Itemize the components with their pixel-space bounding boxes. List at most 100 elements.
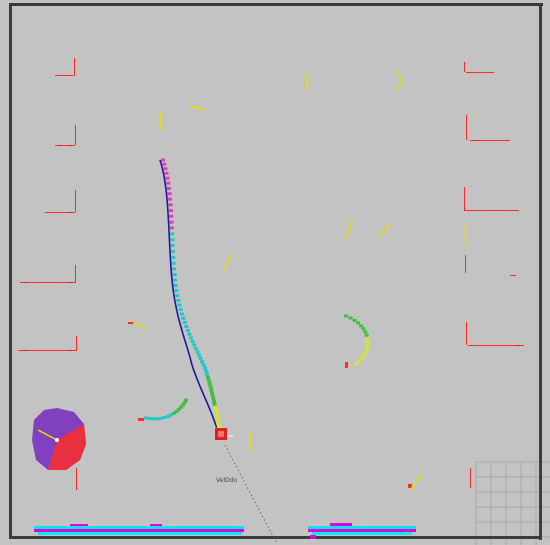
trail-marker xyxy=(171,255,176,259)
arc-marker xyxy=(359,324,364,328)
trail-marker xyxy=(171,250,175,253)
trajectory-arc-right xyxy=(344,314,370,366)
arc-marker xyxy=(362,353,366,357)
trail-marker xyxy=(173,283,178,287)
obstacle-points xyxy=(18,58,524,490)
planned-path xyxy=(159,159,219,433)
costmap-bottom-right xyxy=(308,523,416,539)
arc-marker xyxy=(363,350,368,354)
trail-marker xyxy=(168,209,173,212)
trail-marker xyxy=(181,316,186,320)
trail-marker xyxy=(200,360,205,364)
trail-marker xyxy=(169,214,174,218)
trail-marker xyxy=(187,332,192,336)
trail-marker xyxy=(204,369,209,373)
trail-marker xyxy=(214,411,219,415)
trail-marker xyxy=(176,298,181,302)
robot-marker[interactable] xyxy=(215,428,233,440)
trail-marker xyxy=(188,336,193,340)
trail-marker xyxy=(212,400,216,403)
trail-marker xyxy=(177,303,182,307)
trail-marker xyxy=(210,394,215,398)
trail-marker xyxy=(172,273,177,276)
trail-marker xyxy=(201,363,206,367)
trail-marker xyxy=(213,405,218,409)
trail-marker xyxy=(166,186,171,190)
arc-marker xyxy=(364,333,369,337)
arc-marker xyxy=(168,413,173,417)
trail-marker xyxy=(163,167,168,171)
arc-marker xyxy=(179,405,183,409)
trail-marker xyxy=(184,325,189,328)
trail-marker xyxy=(216,422,221,426)
arc-marker xyxy=(182,401,187,404)
trail-marker xyxy=(170,232,175,236)
arc-marker xyxy=(174,410,179,413)
arc-marker xyxy=(165,414,170,418)
robot-label: VelOdo xyxy=(216,477,238,484)
arc-marker xyxy=(365,343,370,347)
arc-marker xyxy=(162,416,167,419)
arc-marker xyxy=(364,347,369,351)
trail-marker xyxy=(206,379,211,383)
arc-marker xyxy=(148,417,152,421)
arc-marker xyxy=(144,416,148,420)
map-walls xyxy=(9,3,543,540)
trail-marker xyxy=(165,176,170,180)
arc-marker xyxy=(171,411,176,415)
trajectory-arc-left xyxy=(144,398,188,421)
trail-marker xyxy=(195,350,200,354)
trail-marker xyxy=(190,340,195,343)
trail-marker xyxy=(208,385,213,389)
arc-marker xyxy=(155,417,160,421)
arc-marker xyxy=(176,408,181,411)
trail-marker xyxy=(182,320,187,324)
trail-marker xyxy=(178,308,183,312)
trail-marker xyxy=(203,366,207,370)
trail-marker xyxy=(167,192,172,196)
trail-marker xyxy=(216,425,221,428)
trail-marker xyxy=(166,181,171,185)
trail-marker xyxy=(207,382,212,386)
trail-marker xyxy=(185,328,190,332)
trail-marker xyxy=(174,289,179,292)
arc-marker xyxy=(359,356,364,360)
trail-marker xyxy=(169,226,174,230)
trail-marker xyxy=(168,197,172,201)
trail-marker xyxy=(162,162,167,166)
trail-marker xyxy=(172,267,176,271)
arc-marker xyxy=(151,417,156,421)
trail-marker xyxy=(170,244,175,248)
arc-marker xyxy=(159,416,164,420)
costmap-bottom-left xyxy=(34,524,244,535)
trail-marker xyxy=(209,388,214,392)
trail-marker xyxy=(171,261,176,265)
arc-marker xyxy=(365,337,370,340)
arc-marker xyxy=(344,314,348,318)
arc-marker xyxy=(357,359,362,363)
arc-marker xyxy=(363,330,368,334)
arc-marker xyxy=(348,316,353,320)
trail-marker xyxy=(197,353,202,357)
trail-marker xyxy=(179,312,184,316)
trail-marker xyxy=(173,278,177,282)
trail-marker xyxy=(169,220,174,224)
trail-marker xyxy=(175,294,180,298)
trail-marker xyxy=(198,356,203,360)
trail-marker xyxy=(164,171,169,175)
arc-marker xyxy=(354,362,358,366)
trail-marker xyxy=(170,238,175,242)
arc-marker xyxy=(180,403,185,407)
trail-marker xyxy=(193,347,198,350)
trail-marker xyxy=(192,343,197,347)
trail-marker xyxy=(215,416,220,420)
trail-marker xyxy=(214,414,219,418)
trail-marker xyxy=(168,203,173,207)
arc-marker xyxy=(365,340,370,344)
arc-marker xyxy=(361,327,366,331)
trail-marker xyxy=(210,391,214,395)
arc-marker xyxy=(352,318,357,322)
arc-marker xyxy=(356,321,361,325)
